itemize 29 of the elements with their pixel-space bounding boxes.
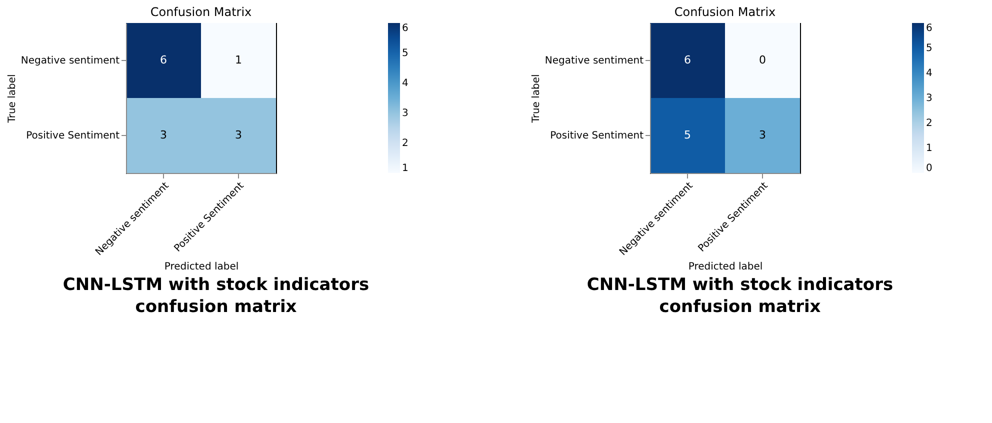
color-bar-label: 4 <box>402 78 408 89</box>
color-bar-label: 4 <box>926 68 932 79</box>
chart-title: Confusion Matrix <box>674 5 776 19</box>
text: CNN-LSTM with stock indicators confusion matrix <box>62 275 370 317</box>
color-bar-label: 6 <box>926 23 932 34</box>
data-label: 6 <box>160 54 167 66</box>
color-bar-label: 2 <box>926 118 932 129</box>
color-bar-label: 3 <box>926 93 932 104</box>
color-bar-label: 6 <box>402 23 408 34</box>
color-bar-label: 1 <box>926 143 932 154</box>
color-bar-label: 0 <box>926 163 932 174</box>
x-axis-title: Predicted label <box>164 261 239 272</box>
data-label: 3 <box>759 128 766 142</box>
data-label: 0 <box>759 54 766 66</box>
color-bar-label: 2 <box>402 138 408 149</box>
color-bar-label: 3 <box>402 108 408 119</box>
y-axis-title: True label <box>530 74 542 124</box>
data-label: 3 <box>160 128 167 142</box>
text: CNN-LSTM with stock indicators confusion matrix <box>586 275 894 317</box>
data-label: 5 <box>684 128 691 142</box>
color-bar-label: 5 <box>926 43 932 54</box>
data-label: 6 <box>684 54 691 66</box>
x-axis-title: Predicted label <box>688 261 763 272</box>
data-label: 3 <box>235 128 242 142</box>
color-bar-label: 5 <box>402 48 408 59</box>
data-label: 1 <box>235 54 242 66</box>
color-bar-label: 1 <box>402 163 408 174</box>
chart-title: Confusion Matrix <box>150 5 252 19</box>
y-axis-title: True label <box>6 74 18 124</box>
